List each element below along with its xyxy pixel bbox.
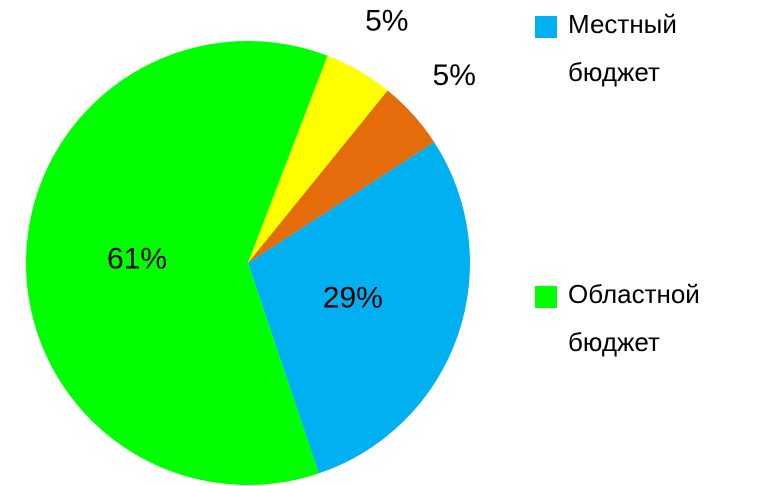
- data-label: 29%: [323, 281, 383, 314]
- data-label: 5%: [365, 5, 408, 38]
- pie-area: 29% 61% 5% 5%: [26, 5, 476, 485]
- pie-slice: [248, 55, 388, 263]
- pie-slice: [248, 90, 435, 263]
- legend-swatch: [535, 286, 557, 308]
- legend-swatch: [535, 16, 557, 38]
- legend-label: Местный бюджет: [568, 9, 677, 87]
- pie-slice: [248, 142, 471, 474]
- legend-label: Областной бюджет: [568, 279, 700, 357]
- pie-slice: [26, 40, 328, 485]
- data-label: 61%: [107, 243, 167, 276]
- data-label: 5%: [433, 59, 476, 92]
